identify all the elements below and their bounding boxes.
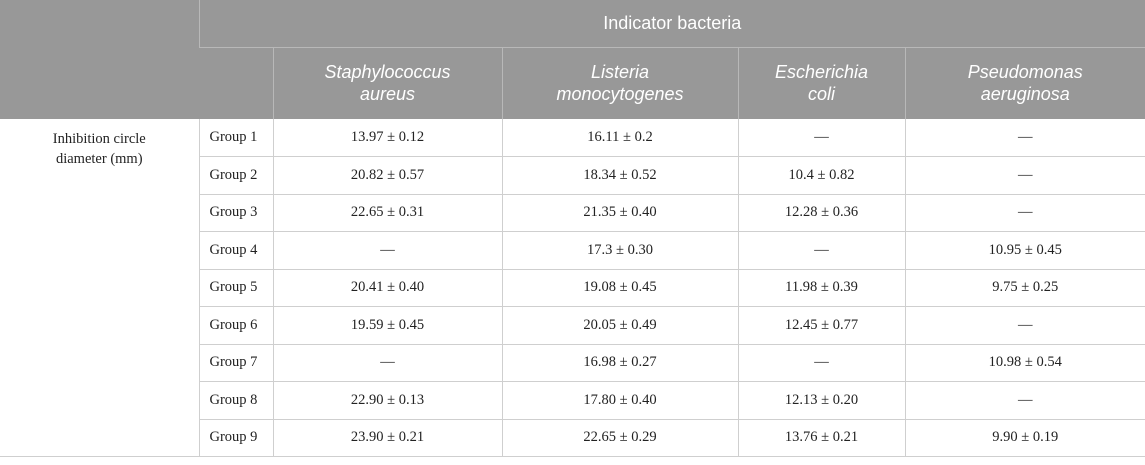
value-cell: 20.41 ± 0.40 [272,269,502,307]
column-header-line: Staphylococcus [324,62,451,83]
header-group-cell [199,46,273,119]
table-header: Indicator bacteria Staphylococcus aureus… [0,0,1145,119]
value-cell: 22.65 ± 0.29 [501,419,738,457]
group-cell: Group 6 [198,306,273,345]
value-cell: — [737,119,905,157]
value-cell: — [737,344,905,382]
group-cell: Group 7 [198,344,273,382]
value-cell: 16.11 ± 0.2 [501,119,738,157]
group-cell: Group 4 [198,231,273,270]
value-cell: 17.3 ± 0.30 [501,231,738,270]
table-row: Group 7 — 16.98 ± 0.27 — 10.98 ± 0.54 [0,344,1145,382]
value-cell: 13.76 ± 0.21 [737,419,905,457]
column-header-line: aeruginosa [980,84,1070,105]
value-cell: 21.35 ± 0.40 [501,194,738,232]
table-row: Group 6 19.59 ± 0.45 20.05 ± 0.49 12.45 … [0,306,1145,345]
indicator-bacteria-header: Indicator bacteria [198,0,1145,48]
group-cell: Group 5 [198,269,273,307]
table-row: Inhibition circle diameter (mm) Group 1 … [0,119,1145,457]
value-cell: 12.13 ± 0.20 [737,381,905,420]
parameter-cell: Inhibition circle diameter (mm) [0,119,199,457]
value-cell: — [272,344,502,382]
value-cell: — [737,231,905,270]
group-cell: Group 2 [198,156,273,195]
group-cell: Group 1 [198,119,273,157]
column-header-line: monocytogenes [556,84,684,105]
value-cell: 10.4 ± 0.82 [737,156,905,195]
value-cell: 18.34 ± 0.52 [501,156,738,195]
value-cell: 23.90 ± 0.21 [272,419,502,457]
value-cell: — [272,231,502,270]
value-cell: 17.80 ± 0.40 [501,381,738,420]
column-header-staphylococcus: Staphylococcus aureus [272,46,502,119]
group-cell: Group 3 [198,194,273,232]
value-cell: 22.90 ± 0.13 [272,381,502,420]
value-cell: 19.59 ± 0.45 [272,306,502,345]
column-header-pseudomonas: Pseudomonas aeruginosa [904,46,1145,119]
table-row: Group 2 20.82 ± 0.57 18.34 ± 0.52 10.4 ±… [0,156,1145,195]
column-header-line: Listeria [590,62,650,83]
value-cell: 19.08 ± 0.45 [501,269,738,307]
column-header-escherichia: Escherichia coli [737,46,905,119]
header-empty-cell [0,0,199,119]
value-cell: — [904,194,1145,232]
group-cell: Group 8 [198,381,273,420]
value-cell: 10.98 ± 0.54 [904,344,1145,382]
table-row: Group 9 23.90 ± 0.21 22.65 ± 0.29 13.76 … [0,419,1145,457]
value-cell: 22.65 ± 0.31 [272,194,502,232]
value-cell: 10.95 ± 0.45 [904,231,1145,270]
table-row: Group 5 20.41 ± 0.40 19.08 ± 0.45 11.98 … [0,269,1145,307]
value-cell: 12.28 ± 0.36 [737,194,905,232]
table-row: Group 3 22.65 ± 0.31 21.35 ± 0.40 12.28 … [0,194,1145,232]
column-header-line: Escherichia [774,62,869,83]
table-row: Group 8 22.90 ± 0.13 17.80 ± 0.40 12.13 … [0,381,1145,420]
column-header-line: coli [807,84,835,105]
parameter-line: diameter (mm) [55,151,143,167]
value-cell: — [904,306,1145,345]
value-cell: 20.82 ± 0.57 [272,156,502,195]
value-cell: 9.90 ± 0.19 [904,419,1145,457]
value-cell: 20.05 ± 0.49 [501,306,738,345]
value-cell: — [904,381,1145,420]
value-cell: 13.97 ± 0.12 [272,119,502,157]
parameter-line: Inhibition circle [52,131,146,147]
value-cell: 11.98 ± 0.39 [737,269,905,307]
value-cell: — [904,156,1145,195]
group-cell: Group 9 [198,419,273,457]
value-cell: 16.98 ± 0.27 [501,344,738,382]
column-header-line: Pseudomonas [967,62,1083,83]
column-header-line: aureus [359,84,416,105]
column-header-listeria: Listeria monocytogenes [501,46,738,119]
table-row: Group 4 — 17.3 ± 0.30 — 10.95 ± 0.45 [0,231,1145,270]
value-cell: — [904,119,1145,157]
value-cell: 12.45 ± 0.77 [737,306,905,345]
table-body: Inhibition circle diameter (mm) Group 1 … [0,119,1145,457]
value-cell: 9.75 ± 0.25 [904,269,1145,307]
